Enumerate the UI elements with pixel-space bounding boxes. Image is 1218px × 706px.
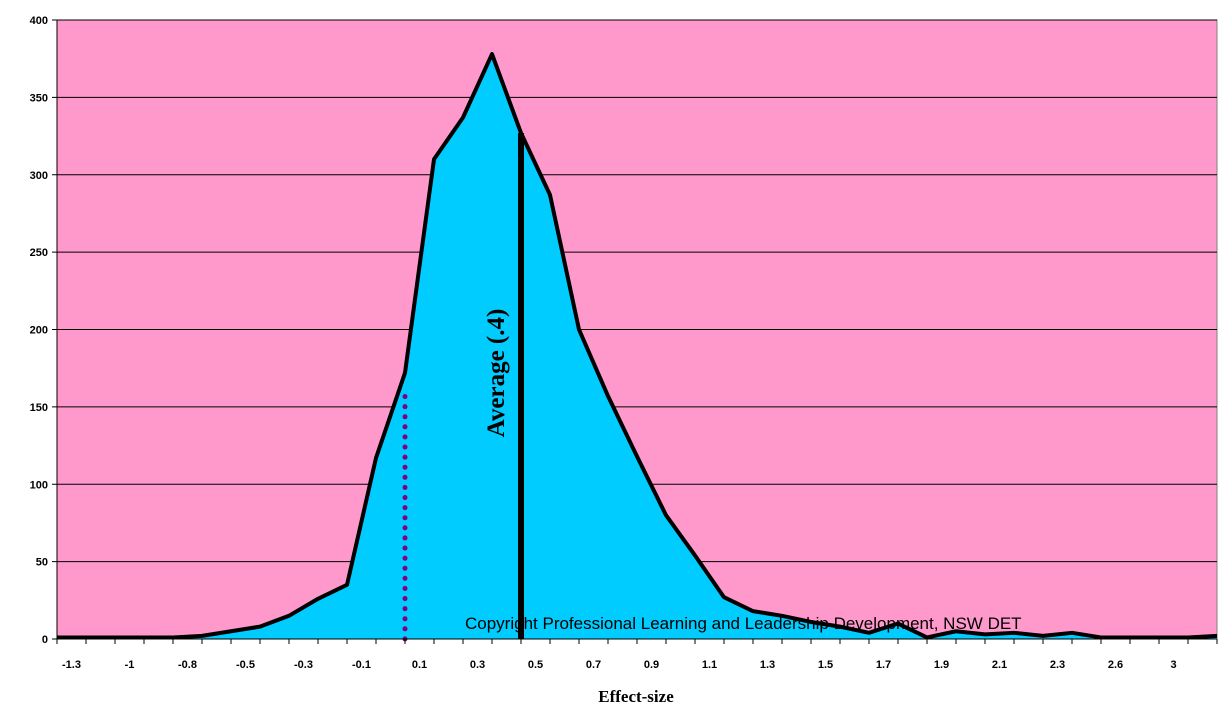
y-tick-label: 300 (30, 170, 48, 182)
y-tick-label: 400 (30, 15, 48, 27)
y-tick-label: 200 (30, 325, 48, 337)
y-tick-label: 0 (42, 634, 48, 646)
y-tick-label: 50 (36, 557, 48, 569)
gridlines (57, 19, 1217, 563)
x-tick-label: 1.7 (876, 659, 891, 671)
x-tick-label: 2.1 (992, 659, 1007, 671)
x-tick-label: 0.9 (644, 659, 659, 671)
distribution-outline (57, 52, 1218, 640)
x-tick-label: -0.5 (236, 659, 255, 671)
x-tick-label: 0.3 (470, 659, 485, 671)
x-tick-label: 1.9 (934, 659, 949, 671)
y-tick-label: 150 (30, 402, 48, 414)
y-tick-label: 100 (30, 479, 48, 491)
x-tick-label: -0.3 (294, 659, 313, 671)
y-axis-ticks: 0 50 100 150 200 250 300 350 400 (30, 15, 57, 646)
x-tick-label: 2.6 (1108, 659, 1123, 671)
x-axis-label: Effect-size (598, 687, 674, 706)
y-tick-label: 250 (30, 247, 48, 259)
copyright-text: Copyright Professional Learning and Lead… (465, 614, 1022, 633)
x-tick-label: -1.3 (62, 659, 81, 671)
x-tick-label: 1.5 (818, 659, 833, 671)
x-tick-label: 0.1 (412, 659, 427, 671)
y-tick-label: 350 (30, 92, 48, 104)
x-tick-label: 1.1 (702, 659, 717, 671)
x-tick-label: -1 (125, 659, 135, 671)
x-axis-ticks: -1.3 -1 -0.8 -0.5 -0.3 -0.1 0.1 0.3 0.5 0.7 0.9 1.1… (56, 639, 1218, 671)
distribution-area (57, 54, 1217, 640)
x-tick-label: 0.7 (586, 659, 601, 671)
x-tick-label: 0.5 (528, 659, 543, 671)
x-tick-label: 1.3 (760, 659, 775, 671)
average-label: Average (.4) (483, 309, 510, 438)
x-tick-label: -0.1 (352, 659, 371, 671)
x-tick-label: -0.8 (178, 659, 197, 671)
x-tick-label: 3 (1170, 659, 1176, 671)
x-tick-label: 2.3 (1050, 659, 1065, 671)
